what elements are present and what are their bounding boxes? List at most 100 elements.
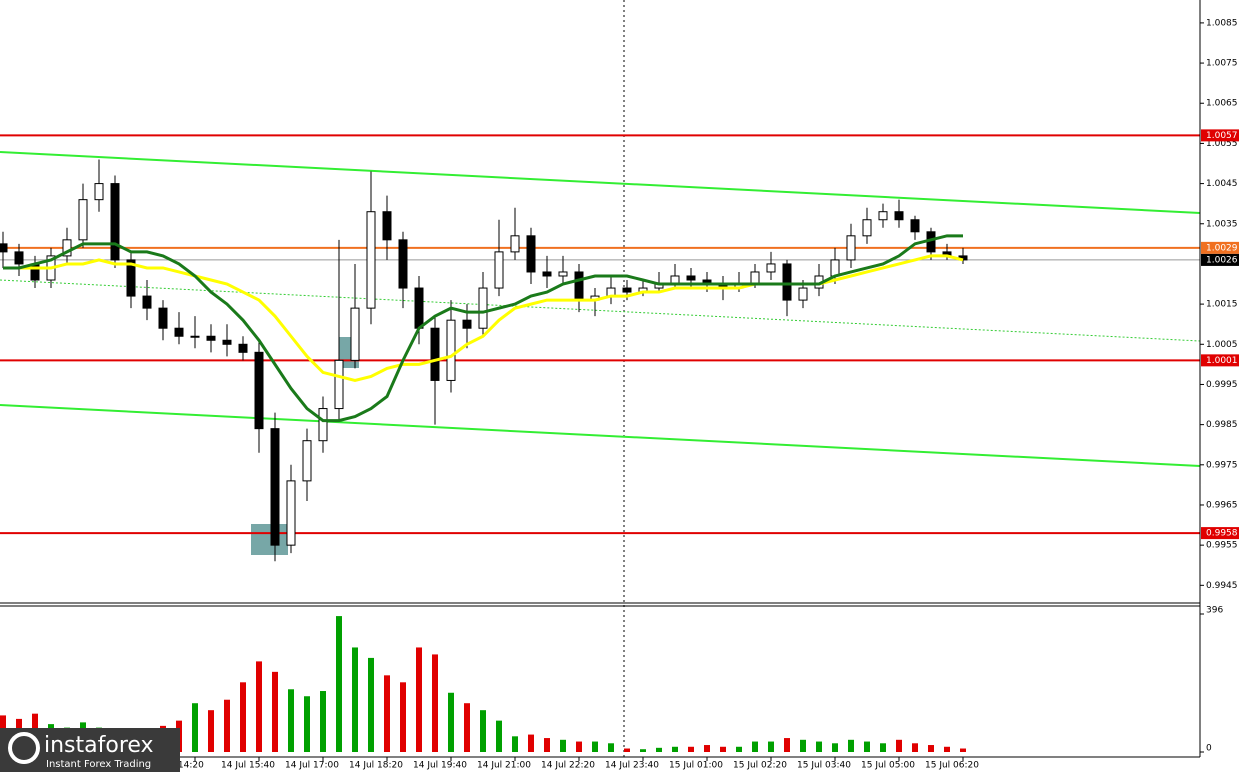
- candle-body: [478, 287, 488, 329]
- trend-line: [0, 151, 1201, 214]
- volume-bar: [672, 746, 678, 752]
- y-tick-label: 1.0075: [1206, 59, 1238, 69]
- volume-bar: [960, 748, 966, 752]
- x-tick-label: 14 Jul 19:40: [413, 761, 467, 771]
- x-tick-label: 14 Jul 18:20: [349, 761, 403, 771]
- candle-body: [286, 480, 296, 546]
- candle-body: [446, 319, 456, 381]
- moving-averages: [3, 234, 964, 423]
- candle-body: [30, 263, 40, 281]
- candle-body: [494, 251, 504, 289]
- candle-body: [78, 199, 88, 241]
- volume-bar: [624, 748, 630, 752]
- candle-body: [526, 235, 536, 273]
- volume-bar: [800, 739, 806, 752]
- x-tick-label: 14 Jul 15:40: [221, 761, 275, 771]
- trend-line: [0, 404, 1201, 467]
- y-tick-label: 0.9985: [1206, 420, 1238, 430]
- candle-body: [414, 287, 424, 329]
- level-label: 1.0001: [1206, 356, 1238, 366]
- volume-bar: [592, 741, 598, 752]
- candle-body: [542, 271, 552, 277]
- candle-body: [462, 319, 472, 329]
- candle-body: [366, 211, 376, 309]
- y-tick-label: 1.0005: [1206, 340, 1238, 350]
- volume-bar: [416, 647, 422, 752]
- level-label-bg: [1201, 527, 1239, 540]
- volume-bar: [736, 746, 742, 752]
- highlight-box: [251, 524, 288, 555]
- candle-body: [110, 183, 120, 261]
- volume-bar: [320, 691, 326, 752]
- candle-body: [766, 263, 776, 273]
- volume-bar: [352, 647, 358, 752]
- candle-body: [910, 219, 920, 233]
- level-label-bg: [1201, 354, 1239, 367]
- y-tick-label: 1.0015: [1206, 300, 1238, 310]
- y-tick-label: 0: [1206, 744, 1212, 754]
- logo-tagline: Instant Forex Trading: [46, 759, 151, 770]
- candle-body: [350, 307, 360, 361]
- volume-bar: [432, 654, 438, 752]
- volume-bar: [192, 703, 198, 752]
- x-tick-label: 15 Jul 06:20: [925, 761, 979, 771]
- level-label: 1.0026: [1206, 255, 1238, 265]
- volume-bar: [544, 738, 550, 752]
- candle-body: [302, 440, 312, 482]
- volume-bar: [464, 703, 470, 752]
- candle-body: [558, 271, 568, 277]
- volume-bar: [608, 743, 614, 752]
- moving-average: [3, 234, 963, 423]
- x-tick-label: 14 Jul 22:20: [541, 761, 595, 771]
- volume-bar: [560, 739, 566, 752]
- trend-line: [0, 279, 1201, 342]
- candle-body: [14, 251, 24, 265]
- level-label: 1.0057: [1206, 131, 1238, 141]
- candle-body: [830, 259, 840, 277]
- levels: [0, 134, 1200, 535]
- volume-bar: [240, 682, 246, 752]
- y-tick-label: 0.9955: [1206, 541, 1238, 551]
- volume-bar: [272, 671, 278, 752]
- candle-body: [334, 359, 344, 410]
- candle-body: [878, 211, 888, 221]
- candle-body: [798, 287, 808, 301]
- candle-body: [94, 183, 104, 201]
- axes: 1.0085 1.0075 1.0065 1.0055 1.0045 1.0035 1.00…: [163, 18, 1239, 771]
- volume-bar: [288, 689, 294, 752]
- candle-body: [62, 239, 72, 257]
- volume-bar: [640, 749, 646, 752]
- volume-bar: [512, 736, 518, 752]
- candle-body: [158, 307, 168, 329]
- candle-body: [190, 335, 200, 338]
- candle-body: [318, 408, 328, 442]
- x-tick-label: 14 Jul 21:00: [477, 761, 531, 771]
- y-tick-label: 0.9965: [1206, 500, 1238, 510]
- candle-body: [846, 235, 856, 261]
- volume-bar: [256, 661, 262, 752]
- candle-body: [222, 339, 232, 345]
- y-tick-label: 0.9945: [1206, 581, 1238, 591]
- volume-bar: [912, 743, 918, 752]
- candle-body: [0, 243, 8, 253]
- volume-bar: [688, 746, 694, 752]
- candle-body: [750, 271, 760, 285]
- level-label-bg: [1201, 129, 1239, 142]
- volume-bar: [752, 741, 758, 752]
- candle-body: [126, 259, 136, 297]
- x-tick-label: 15 Jul 03:40: [797, 761, 851, 771]
- y-tick-label: 1.0045: [1206, 179, 1238, 189]
- level-label: 0.9958: [1206, 529, 1238, 539]
- logo: instaforex Instant Forex Trading: [0, 728, 180, 772]
- level-label-bg: [1201, 241, 1239, 254]
- volume-bar: [400, 682, 406, 752]
- volume-bar: [720, 746, 726, 752]
- y-tick-label: 1.0065: [1206, 99, 1238, 109]
- candle-body: [782, 263, 792, 301]
- volume-bar: [480, 710, 486, 752]
- volume-bar: [656, 747, 662, 752]
- volume-bar: [896, 739, 902, 752]
- volume-bar: [784, 738, 790, 752]
